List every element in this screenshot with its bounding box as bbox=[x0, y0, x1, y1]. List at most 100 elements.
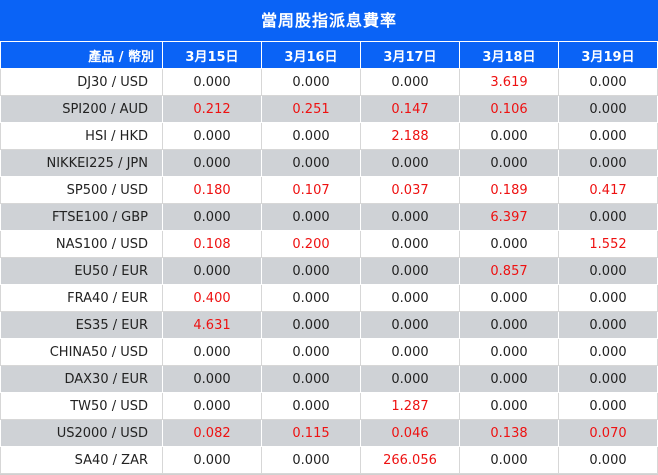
rate-cell: 266.056 bbox=[360, 446, 460, 474]
table-body: DJ30 / USD 0.000 0.000 0.000 3.619 0.000 SPI20… bbox=[0, 68, 658, 474]
table-row: SP500 / USD 0.180 0.107 0.037 0.189 0.417 bbox=[0, 176, 658, 204]
rate-cell: 1.552 bbox=[558, 230, 658, 258]
rate-cell: 0.000 bbox=[360, 230, 460, 258]
rate-cell: 0.000 bbox=[261, 392, 361, 420]
rate-cell: 0.000 bbox=[162, 257, 262, 285]
rate-cell: 0.000 bbox=[558, 446, 658, 474]
table-header-row: 產品 / 幣別 3月15日 3月16日 3月17日 3月18日 3月19日 bbox=[0, 41, 658, 69]
column-header-date: 3月19日 bbox=[558, 41, 658, 69]
rate-cell: 0.082 bbox=[162, 419, 262, 447]
rate-cell: 0.000 bbox=[162, 122, 262, 150]
table-row: SPI200 / AUD 0.212 0.251 0.147 0.106 0.000 bbox=[0, 95, 658, 123]
product-cell: ES35 / EUR bbox=[0, 311, 163, 339]
product-cell: DJ30 / USD bbox=[0, 68, 163, 96]
table-row: NAS100 / USD 0.108 0.200 0.000 0.000 1.552 bbox=[0, 230, 658, 258]
rate-cell: 0.212 bbox=[162, 95, 262, 123]
table-row: FRA40 / EUR 0.400 0.000 0.000 0.000 0.000 bbox=[0, 284, 658, 312]
rate-cell: 0.037 bbox=[360, 176, 460, 204]
rate-cell: 0.000 bbox=[162, 365, 262, 393]
column-header-date: 3月17日 bbox=[360, 41, 460, 69]
column-header-date: 3月16日 bbox=[261, 41, 361, 69]
product-cell: CHINA50 / USD bbox=[0, 338, 163, 366]
product-cell: DAX30 / EUR bbox=[0, 365, 163, 393]
column-header-date: 3月15日 bbox=[162, 41, 262, 69]
rate-cell: 0.106 bbox=[459, 95, 559, 123]
rate-cell: 0.000 bbox=[558, 392, 658, 420]
rate-cell: 0.138 bbox=[459, 419, 559, 447]
rate-cell: 0.070 bbox=[558, 419, 658, 447]
rate-cell: 0.400 bbox=[162, 284, 262, 312]
rate-cell: 0.857 bbox=[459, 257, 559, 285]
rate-cell: 0.000 bbox=[558, 284, 658, 312]
product-cell: HSI / HKD bbox=[0, 122, 163, 150]
rate-cell: 0.046 bbox=[360, 419, 460, 447]
column-header-product: 產品 / 幣別 bbox=[0, 41, 163, 69]
rate-cell: 0.000 bbox=[261, 149, 361, 177]
rate-cell: 0.000 bbox=[459, 311, 559, 339]
rate-cell: 0.000 bbox=[360, 284, 460, 312]
rate-cell: 0.000 bbox=[162, 446, 262, 474]
rate-cell: 0.000 bbox=[558, 203, 658, 231]
column-header-date: 3月18日 bbox=[459, 41, 559, 69]
rate-cell: 0.000 bbox=[360, 257, 460, 285]
table-row: CHINA50 / USD 0.000 0.000 0.000 0.000 0.000 bbox=[0, 338, 658, 366]
rate-cell: 0.000 bbox=[360, 68, 460, 96]
rate-cell: 0.000 bbox=[459, 149, 559, 177]
table-row: ES35 / EUR 4.631 0.000 0.000 0.000 0.000 bbox=[0, 311, 658, 339]
table-row: HSI / HKD 0.000 0.000 2.188 0.000 0.000 bbox=[0, 122, 658, 150]
table-row: DAX30 / EUR 0.000 0.000 0.000 0.000 0.000 bbox=[0, 365, 658, 393]
rate-cell: 0.000 bbox=[261, 446, 361, 474]
rate-cell: 0.000 bbox=[261, 311, 361, 339]
rate-cell: 0.000 bbox=[261, 203, 361, 231]
rate-cell: 0.000 bbox=[162, 392, 262, 420]
product-cell: FRA40 / EUR bbox=[0, 284, 163, 312]
rate-cell: 0.000 bbox=[261, 257, 361, 285]
rate-cell: 0.000 bbox=[162, 203, 262, 231]
rate-cell: 0.000 bbox=[459, 122, 559, 150]
rate-cell: 0.000 bbox=[459, 446, 559, 474]
rate-cell: 0.200 bbox=[261, 230, 361, 258]
dividend-rate-table: 產品 / 幣別 3月15日 3月16日 3月17日 3月18日 3月19日 DJ… bbox=[0, 41, 658, 474]
rate-cell: 0.000 bbox=[459, 230, 559, 258]
rate-cell: 0.000 bbox=[459, 392, 559, 420]
table-row: US2000 / USD 0.082 0.115 0.046 0.138 0.070 bbox=[0, 419, 658, 447]
rate-cell: 0.000 bbox=[261, 365, 361, 393]
rate-cell: 0.000 bbox=[459, 365, 559, 393]
rate-cell: 0.115 bbox=[261, 419, 361, 447]
rate-cell: 0.000 bbox=[558, 95, 658, 123]
product-cell: FTSE100 / GBP bbox=[0, 203, 163, 231]
product-cell: SPI200 / AUD bbox=[0, 95, 163, 123]
rate-cell: 0.000 bbox=[360, 338, 460, 366]
rate-cell: 1.287 bbox=[360, 392, 460, 420]
rate-cell: 0.417 bbox=[558, 176, 658, 204]
rate-cell: 0.000 bbox=[261, 284, 361, 312]
rate-cell: 0.000 bbox=[558, 311, 658, 339]
rate-cell: 0.000 bbox=[459, 284, 559, 312]
rate-cell: 0.000 bbox=[162, 338, 262, 366]
rate-cell: 0.000 bbox=[558, 365, 658, 393]
rate-cell: 0.000 bbox=[360, 203, 460, 231]
rate-cell: 0.000 bbox=[360, 311, 460, 339]
product-cell: NIKKEI225 / JPN bbox=[0, 149, 163, 177]
product-cell: EU50 / EUR bbox=[0, 257, 163, 285]
rate-cell: 0.000 bbox=[558, 68, 658, 96]
rate-cell: 0.000 bbox=[360, 365, 460, 393]
rate-cell: 0.000 bbox=[261, 68, 361, 96]
rate-cell: 0.108 bbox=[162, 230, 262, 258]
table-row: NIKKEI225 / JPN 0.000 0.000 0.000 0.000 0.000 bbox=[0, 149, 658, 177]
rate-cell: 0.000 bbox=[261, 122, 361, 150]
rate-cell: 0.251 bbox=[261, 95, 361, 123]
product-cell: SP500 / USD bbox=[0, 176, 163, 204]
product-cell: SA40 / ZAR bbox=[0, 446, 163, 474]
rate-cell: 0.000 bbox=[459, 338, 559, 366]
rate-cell: 0.000 bbox=[360, 149, 460, 177]
rate-cell: 0.189 bbox=[459, 176, 559, 204]
table-row: SA40 / ZAR 0.000 0.000 266.056 0.000 0.000 bbox=[0, 446, 658, 474]
rate-cell: 0.000 bbox=[558, 338, 658, 366]
table-row: TW50 / USD 0.000 0.000 1.287 0.000 0.000 bbox=[0, 392, 658, 420]
rate-cell: 0.107 bbox=[261, 176, 361, 204]
product-cell: US2000 / USD bbox=[0, 419, 163, 447]
rate-cell: 3.619 bbox=[459, 68, 559, 96]
table-row: FTSE100 / GBP 0.000 0.000 0.000 6.397 0.000 bbox=[0, 203, 658, 231]
rate-cell: 6.397 bbox=[459, 203, 559, 231]
